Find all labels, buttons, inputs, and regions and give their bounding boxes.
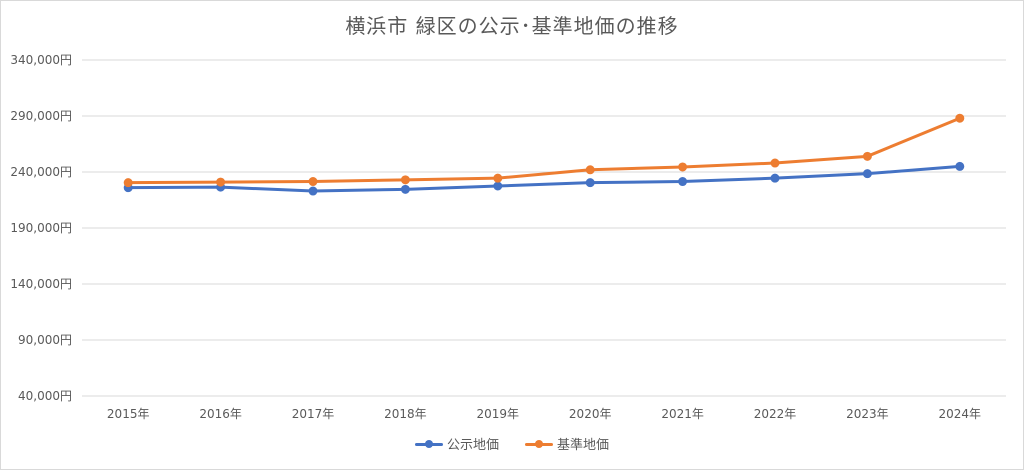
data-point-s1-4	[493, 173, 503, 183]
legend-item-公示地価: 公示地価	[414, 434, 499, 453]
y-tick-label-5: 290,000円	[10, 109, 72, 123]
y-tick-label-1: 90,000円	[18, 333, 72, 347]
data-point-s1-9	[955, 113, 965, 123]
data-point-s1-8	[862, 151, 872, 161]
y-tick-label-3: 190,000円	[10, 221, 72, 235]
data-point-s1-7	[770, 158, 780, 168]
x-tick-label-1: 2016年	[199, 407, 242, 421]
data-point-s0-3	[400, 184, 410, 194]
data-point-s0-8	[862, 169, 872, 179]
legend-label-koji: 公示地価	[446, 438, 499, 453]
data-point-s1-3	[400, 175, 410, 185]
data-point-s0-6	[678, 177, 688, 187]
legend-item-基準地価: 基準地価	[525, 434, 609, 453]
data-point-s1-0	[123, 178, 133, 188]
x-tick-label-3: 2018年	[384, 407, 427, 421]
legend-swatch-blue	[414, 438, 443, 450]
data-point-s0-7	[770, 173, 780, 183]
x-tick-label-5: 2020年	[569, 407, 612, 421]
x-tick-label-9: 2024年	[939, 407, 982, 421]
x-tick-label-8: 2023年	[846, 407, 889, 421]
data-point-s1-5	[585, 165, 595, 175]
data-point-s0-2	[308, 186, 318, 196]
legend-swatch-orange	[525, 438, 553, 450]
chart-title: 横浜市 緑区の公示･基準地価の推移	[345, 14, 679, 38]
x-tick-label-4: 2019年	[477, 407, 520, 421]
series-line-1	[126, 116, 962, 185]
data-point-s0-4	[493, 181, 503, 191]
legend: 公示地価 基準地価	[0, 434, 1024, 453]
data-point-s1-2	[308, 177, 318, 187]
data-point-s0-9	[955, 161, 965, 171]
x-tick-label-7: 2022年	[754, 407, 797, 421]
x-tick-label-2: 2017年	[292, 407, 335, 421]
legend-label-kijun: 基準地価	[557, 438, 610, 453]
x-tick-label-6: 2021年	[661, 407, 704, 421]
data-point-s0-5	[585, 178, 595, 188]
y-tick-label-6: 340,000円	[10, 53, 72, 67]
data-point-s1-1	[216, 177, 226, 187]
y-tick-label-4: 240,000円	[10, 165, 72, 179]
x-tick-label-0: 2015年	[107, 407, 150, 421]
data-point-s1-6	[678, 162, 688, 172]
series-line-0	[126, 164, 962, 193]
y-tick-label-0: 40,000円	[18, 389, 72, 403]
y-tick-label-2: 140,000円	[10, 277, 72, 291]
